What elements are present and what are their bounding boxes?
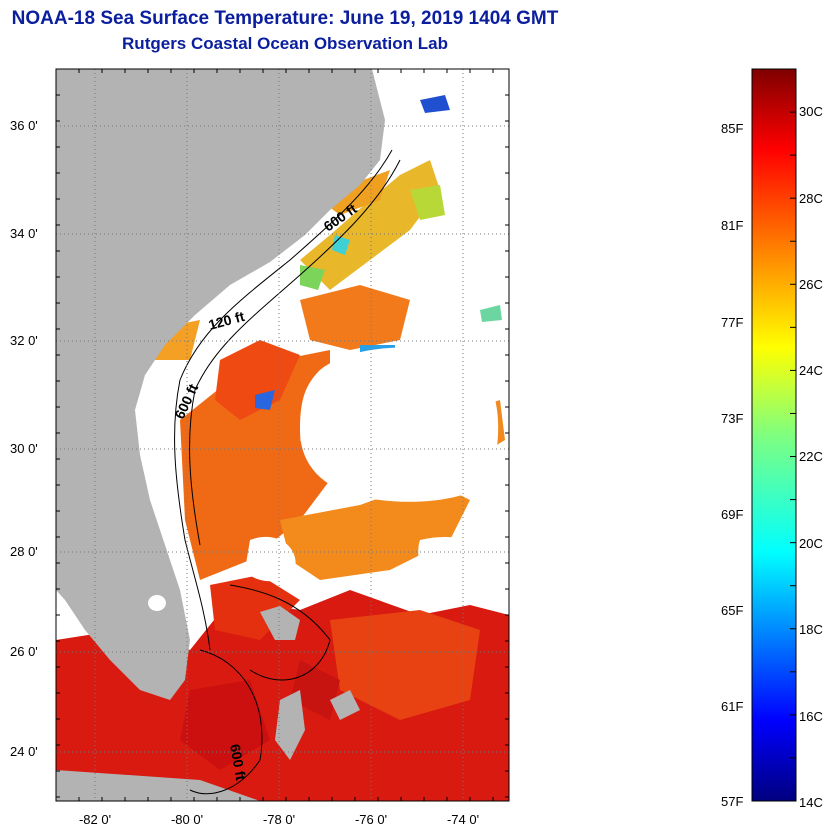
axis-ticks [55,68,509,801]
f-label-73: 73F [721,411,744,426]
c-label-14: 14C [799,795,823,810]
lon-label-80: -80 0' [171,812,203,827]
map-subtitle: Rutgers Coastal Ocean Observation Lab [122,34,448,53]
lat-label-30: 30 0' [10,441,38,456]
f-label-85: 85F [721,121,744,136]
lon-label-74: -74 0' [447,812,479,827]
c-label-30: 30C [799,104,823,119]
c-label-20: 20C [799,536,823,551]
map-title: NOAA-18 Sea Surface Temperature: June 19… [11,8,559,29]
lat-label-26: 26 0' [10,644,38,659]
cloud-gaps [245,239,505,600]
colorbar-gradient [751,68,797,802]
c-label-22: 22C [799,449,823,464]
contour-label-600ft-south: 600 ft [227,743,249,782]
c-label-24: 24C [799,363,823,378]
c-label-26: 26C [799,277,823,292]
lat-label-32: 32 0' [10,333,38,348]
latitude-labels: 36 0' 34 0' 32 0' 30 0' 28 0' 26 0' 24 0… [10,118,38,759]
lon-label-78: -78 0' [263,812,295,827]
lat-label-34: 34 0' [10,226,38,241]
f-label-57: 57F [721,794,744,809]
sst-map: 120 ft 600 ft 600 ft 600 ft 36 0' 34 0' … [10,68,510,827]
f-label-81: 81F [721,218,744,233]
lat-label-36: 36 0' [10,118,38,133]
lat-label-24: 24 0' [10,744,38,759]
colorbar-scale [751,68,797,802]
c-label-16: 16C [799,709,823,724]
f-label-69: 69F [721,507,744,522]
land-mass [56,69,385,801]
c-label-18: 18C [799,622,823,637]
bathymetry-contours [174,149,401,795]
longitude-labels: -82 0' -80 0' -78 0' -76 0' -74 0' [79,812,479,827]
f-label-77: 77F [721,315,744,330]
lat-label-28: 28 0' [10,544,38,559]
lon-label-82: -82 0' [79,812,111,827]
c-label-28: 28C [799,191,823,206]
f-label-65: 65F [721,603,744,618]
lon-label-76: -76 0' [355,812,387,827]
map-frame [55,68,510,802]
f-label-61: 61F [721,699,744,714]
colorbar: 85F 81F 77F 73F 69F 65F 61F 57F 30C 28C … [700,0,833,832]
